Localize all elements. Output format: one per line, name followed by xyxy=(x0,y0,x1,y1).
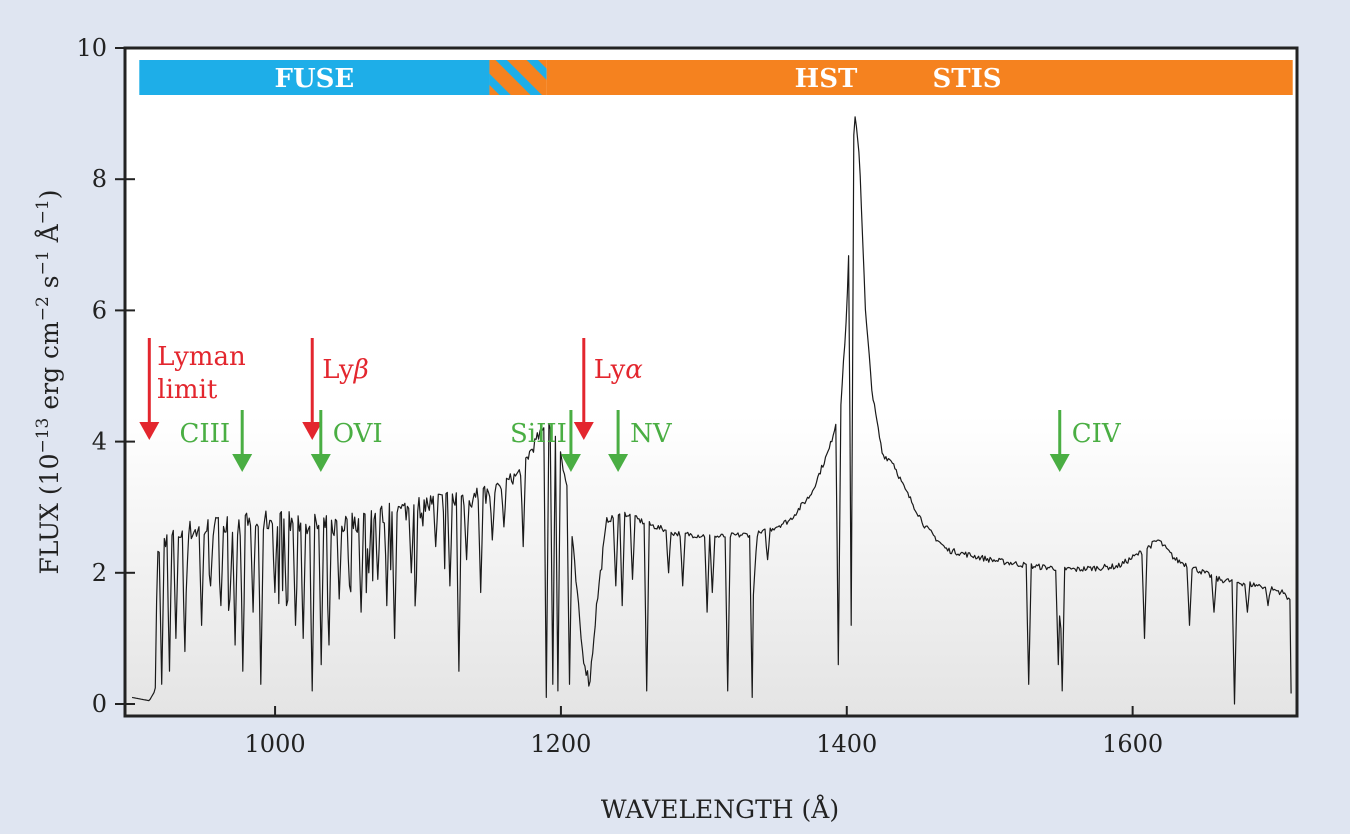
green-marker-3-arrow-head xyxy=(608,454,629,472)
band-hst xyxy=(546,60,1293,95)
x-tick-label: 1000 xyxy=(245,730,306,758)
x-tick-label: 1400 xyxy=(816,730,877,758)
y-tick-label: 2 xyxy=(92,559,107,587)
x-tick-label: 1200 xyxy=(530,730,591,758)
green-marker-label: CIII xyxy=(179,419,230,449)
x-tick-label: 1600 xyxy=(1102,730,1163,758)
green-marker-1-arrow-head xyxy=(310,454,331,472)
red-marker-1-arrow-head xyxy=(302,422,323,440)
green-marker-label: OVI xyxy=(333,419,383,449)
green-marker-label: NV xyxy=(630,419,673,449)
green-marker-4-arrow-head xyxy=(1049,454,1070,472)
plot-area xyxy=(125,48,1297,716)
y-tick-label: 4 xyxy=(92,428,107,456)
red-marker-label: Lyman xyxy=(157,342,246,372)
band-overlap xyxy=(489,60,547,95)
red-marker-label: Lyα xyxy=(594,355,644,385)
band-label-stis: STIS xyxy=(932,64,1001,94)
band-label-fuse: FUSE xyxy=(275,64,355,94)
plot-frame xyxy=(123,46,1299,718)
red-marker-2-arrow-head xyxy=(573,422,594,440)
green-marker-0-arrow-head xyxy=(232,454,253,472)
green-marker-label: CIV xyxy=(1072,419,1122,449)
axis-ticks: 1000 1200 1400 1600 0 2 4 6 8 10 xyxy=(76,34,1163,758)
instrument-bands: FUSE HST STIS xyxy=(139,60,1293,95)
y-tick-label: 10 xyxy=(76,34,107,62)
spectrum-line xyxy=(131,116,1292,705)
green-marker-2-arrow-head xyxy=(560,454,581,472)
band-label-hst: HST xyxy=(795,64,858,94)
y-tick-label: 0 xyxy=(92,690,107,718)
y-tick-label: 6 xyxy=(92,296,107,324)
y-tick-label: 8 xyxy=(92,165,107,193)
red-marker-label: Lyβ xyxy=(322,355,369,385)
green-marker-label: SiIII xyxy=(510,419,567,449)
y-axis-title: FLUX (10−13 erg cm−2 s−1 Å−1) xyxy=(33,190,64,575)
red-marker-label: limit xyxy=(157,375,218,405)
x-axis-title: WAVELENGTH (Å) xyxy=(601,794,839,824)
band-fuse xyxy=(139,60,490,95)
red-marker-0-arrow-head xyxy=(139,422,160,440)
